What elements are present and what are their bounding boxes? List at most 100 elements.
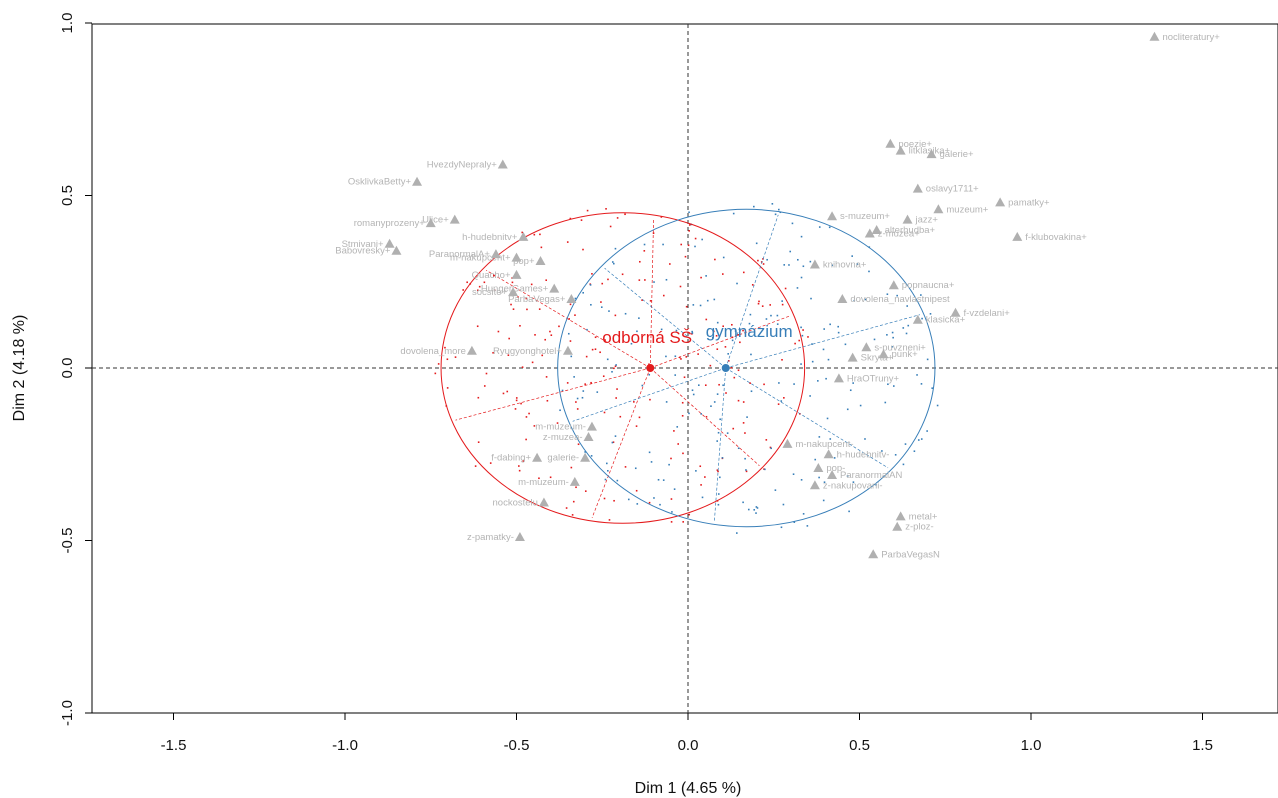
- modality-marker: [950, 307, 961, 317]
- ellipse-spoke: [455, 367, 651, 421]
- individual-point: [545, 279, 548, 281]
- individual-point: [590, 381, 592, 384]
- individual-point: [699, 304, 702, 307]
- individual-point: [510, 303, 512, 306]
- individual-point: [483, 281, 486, 284]
- individual-point: [558, 325, 560, 328]
- individual-point: [892, 385, 895, 387]
- individual-point: [722, 384, 724, 387]
- individual-point: [705, 415, 708, 418]
- individual-point: [643, 243, 646, 246]
- individual-point: [746, 416, 748, 418]
- individual-point: [648, 373, 651, 376]
- individual-point: [657, 478, 660, 481]
- individual-point: [753, 509, 756, 511]
- individual-point: [859, 404, 862, 407]
- individual-point: [688, 211, 690, 214]
- individual-point: [630, 342, 633, 345]
- individual-point: [818, 436, 821, 438]
- modality-label: socsite+: [472, 287, 508, 298]
- individual-point: [801, 334, 804, 337]
- individual-point: [483, 385, 486, 387]
- individual-point: [902, 327, 905, 329]
- x-tick-label: -1.5: [161, 737, 187, 754]
- individual-point: [679, 356, 681, 359]
- individual-point: [665, 401, 668, 403]
- individual-point: [621, 273, 624, 276]
- modality-label: Ulice+: [422, 215, 449, 226]
- individual-point: [694, 245, 696, 248]
- modality-marker: [813, 463, 824, 473]
- modality-marker: [933, 204, 944, 214]
- individual-point: [530, 283, 533, 286]
- individual-point: [586, 209, 589, 212]
- individual-point: [508, 337, 510, 340]
- individual-point: [566, 382, 569, 384]
- individual-point: [688, 230, 690, 232]
- individual-point: [864, 438, 866, 440]
- modality-marker: [538, 497, 549, 507]
- individual-point: [706, 299, 709, 302]
- individual-point: [609, 225, 612, 228]
- individual-point: [616, 388, 618, 390]
- modality-label: ParanormalAN: [840, 470, 902, 481]
- individual-point: [635, 489, 638, 492]
- individual-point: [745, 469, 747, 471]
- individual-point: [492, 351, 494, 354]
- individual-point: [705, 275, 707, 277]
- modality-label: f-dabing+: [491, 453, 531, 464]
- individual-point: [575, 486, 577, 489]
- modality-marker: [871, 225, 882, 234]
- individual-point: [762, 263, 765, 265]
- individual-point: [875, 483, 877, 486]
- modality-marker: [902, 214, 913, 224]
- individual-point: [549, 330, 551, 333]
- individual-point: [681, 415, 684, 417]
- individual-point: [596, 391, 599, 393]
- individual-point: [607, 278, 609, 281]
- individual-point: [829, 438, 832, 440]
- individual-point: [848, 510, 850, 513]
- modality-marker: [827, 211, 838, 221]
- axis-ticks: -1.5 -1.0 -0.5 0.0 0.5 1.0 1.5 -1.0 -0.5 0.0 0.5 1.…: [59, 13, 1213, 754]
- individual-point: [612, 441, 615, 443]
- modality-marker: [847, 352, 858, 362]
- individual-point: [614, 247, 617, 250]
- individual-point: [716, 393, 719, 395]
- individual-point: [611, 441, 614, 444]
- modality-marker: [586, 421, 597, 431]
- individual-point: [466, 281, 468, 284]
- individual-point: [701, 496, 704, 499]
- individual-point: [809, 260, 812, 263]
- individual-point: [764, 468, 766, 471]
- individual-point: [541, 354, 544, 357]
- individual-point: [727, 360, 730, 362]
- modality-label: z-muzea-: [543, 432, 583, 443]
- individual-point: [611, 370, 613, 373]
- individual-point: [684, 255, 687, 258]
- modality-marker: [549, 283, 560, 293]
- individual-point: [744, 432, 746, 434]
- individual-point: [550, 334, 553, 337]
- individual-point: [913, 450, 916, 453]
- individual-point: [619, 415, 622, 418]
- modality-label: Ryugyonghotel+: [493, 346, 562, 357]
- individual-point: [736, 532, 738, 534]
- individual-point: [734, 330, 737, 332]
- individual-point: [605, 208, 607, 210]
- individual-point: [920, 438, 923, 440]
- individual-point: [607, 469, 609, 472]
- individual-point: [756, 507, 759, 509]
- modality-label: HraOTruny+: [847, 373, 900, 384]
- ellipse-spoke: [725, 314, 921, 369]
- individual-point: [711, 336, 714, 339]
- modality-label: oslavy1711+: [926, 184, 979, 195]
- individual-point: [827, 358, 830, 361]
- individual-point: [624, 312, 627, 315]
- individual-point: [789, 250, 792, 253]
- individual-point: [905, 332, 908, 335]
- individual-point: [837, 325, 839, 328]
- x-tick-label: 1.5: [1192, 737, 1213, 754]
- individual-point: [831, 264, 834, 267]
